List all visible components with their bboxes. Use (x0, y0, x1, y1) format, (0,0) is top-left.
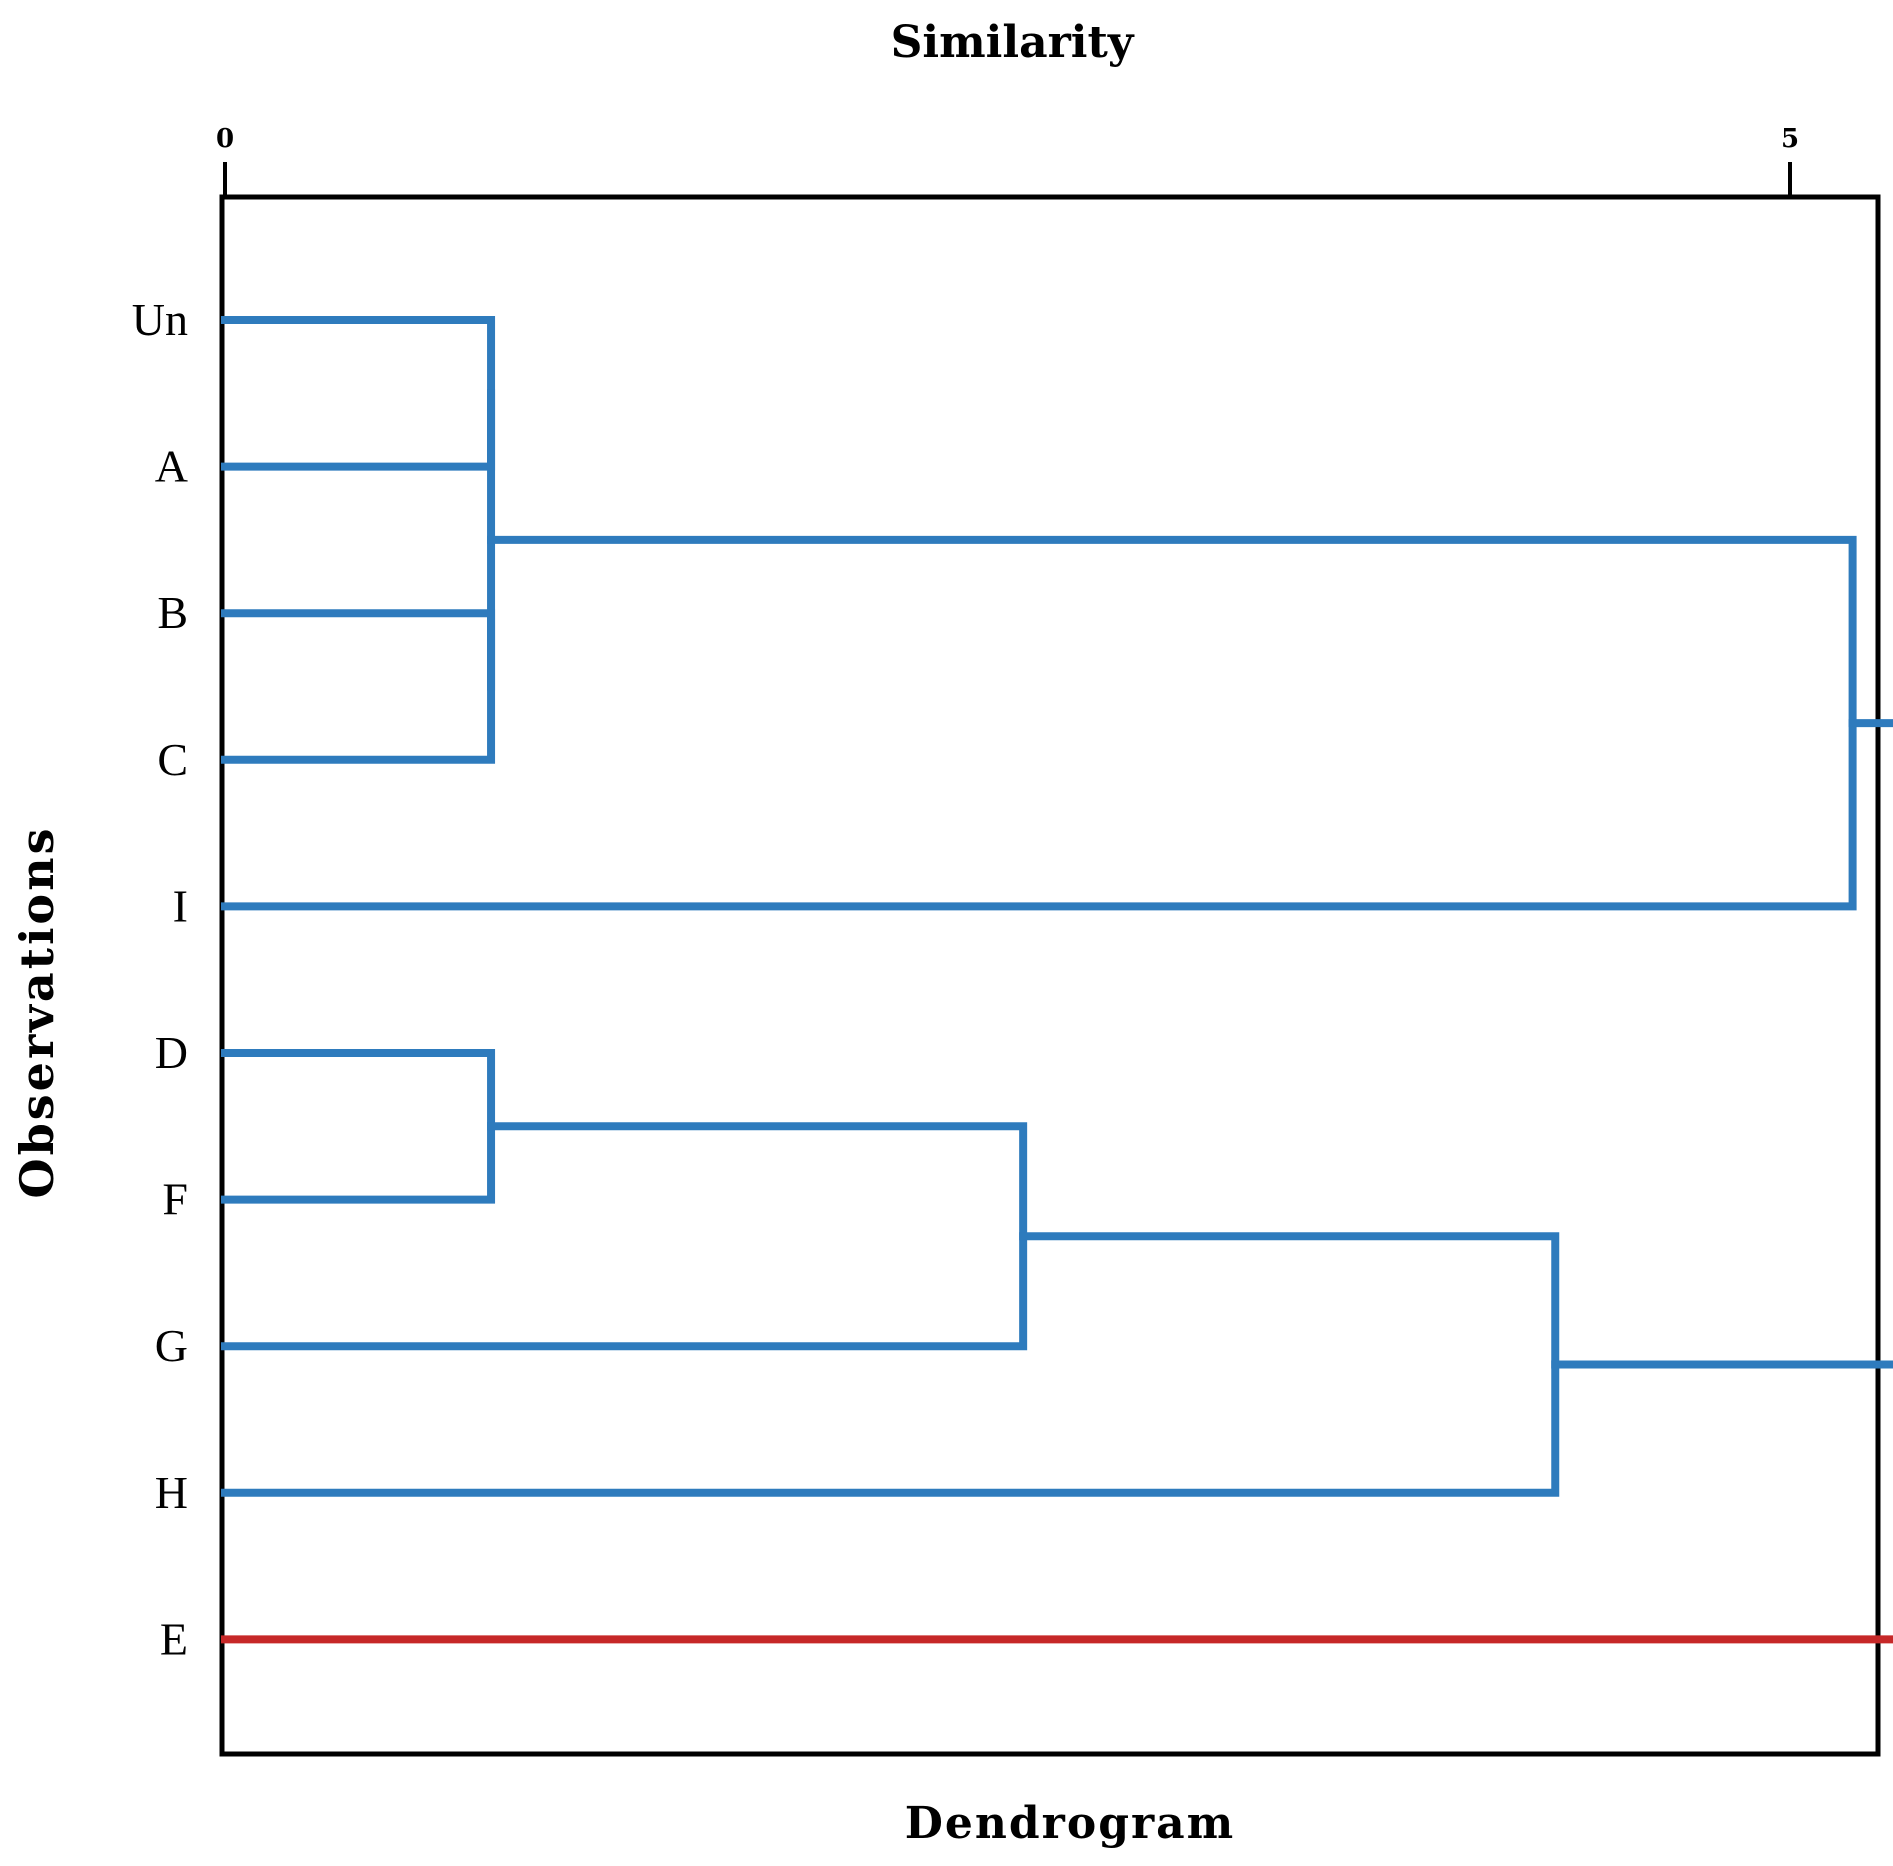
leaf-label-d: D (155, 1027, 188, 1078)
leaf-label-f: F (162, 1174, 188, 1225)
leaf-label-b: B (157, 587, 188, 638)
x-axis-ticks: 0510152025 (216, 124, 1799, 195)
dendrogram-link-m1 (221, 316, 496, 471)
dendrogram-link-m8 (1551, 719, 1893, 1369)
chart-title: Similarity (891, 17, 1135, 68)
dendrogram-link-m9 (221, 1635, 1893, 1644)
leaf-label-c: C (157, 734, 188, 785)
dendrogram-link-m6 (221, 1122, 1028, 1351)
dendrogram-link-m2 (221, 609, 496, 764)
x-tick-label-5: 5 (1781, 124, 1799, 154)
dendrogram-link-m4 (221, 535, 1857, 911)
plot-frame (219, 194, 1881, 1757)
x-tick-label-0: 0 (216, 124, 234, 154)
dendrogram-links (221, 316, 1893, 1644)
dendrogram-link-m5 (221, 1049, 496, 1204)
y-axis-label: Observations (10, 826, 64, 1199)
leaf-label-e: E (160, 1613, 188, 1664)
dendrogram-link-m7 (221, 1232, 1560, 1497)
leaf-label-i: I (173, 880, 188, 931)
leaf-label-h: H (155, 1467, 188, 1518)
leaf-label-g: G (155, 1320, 188, 1371)
leaf-labels: Un A B C I D F G H E (132, 294, 188, 1664)
leaf-label-un: Un (132, 294, 188, 345)
leaf-label-a: A (155, 441, 188, 492)
x-axis-label: Dendrogram (905, 1798, 1235, 1849)
